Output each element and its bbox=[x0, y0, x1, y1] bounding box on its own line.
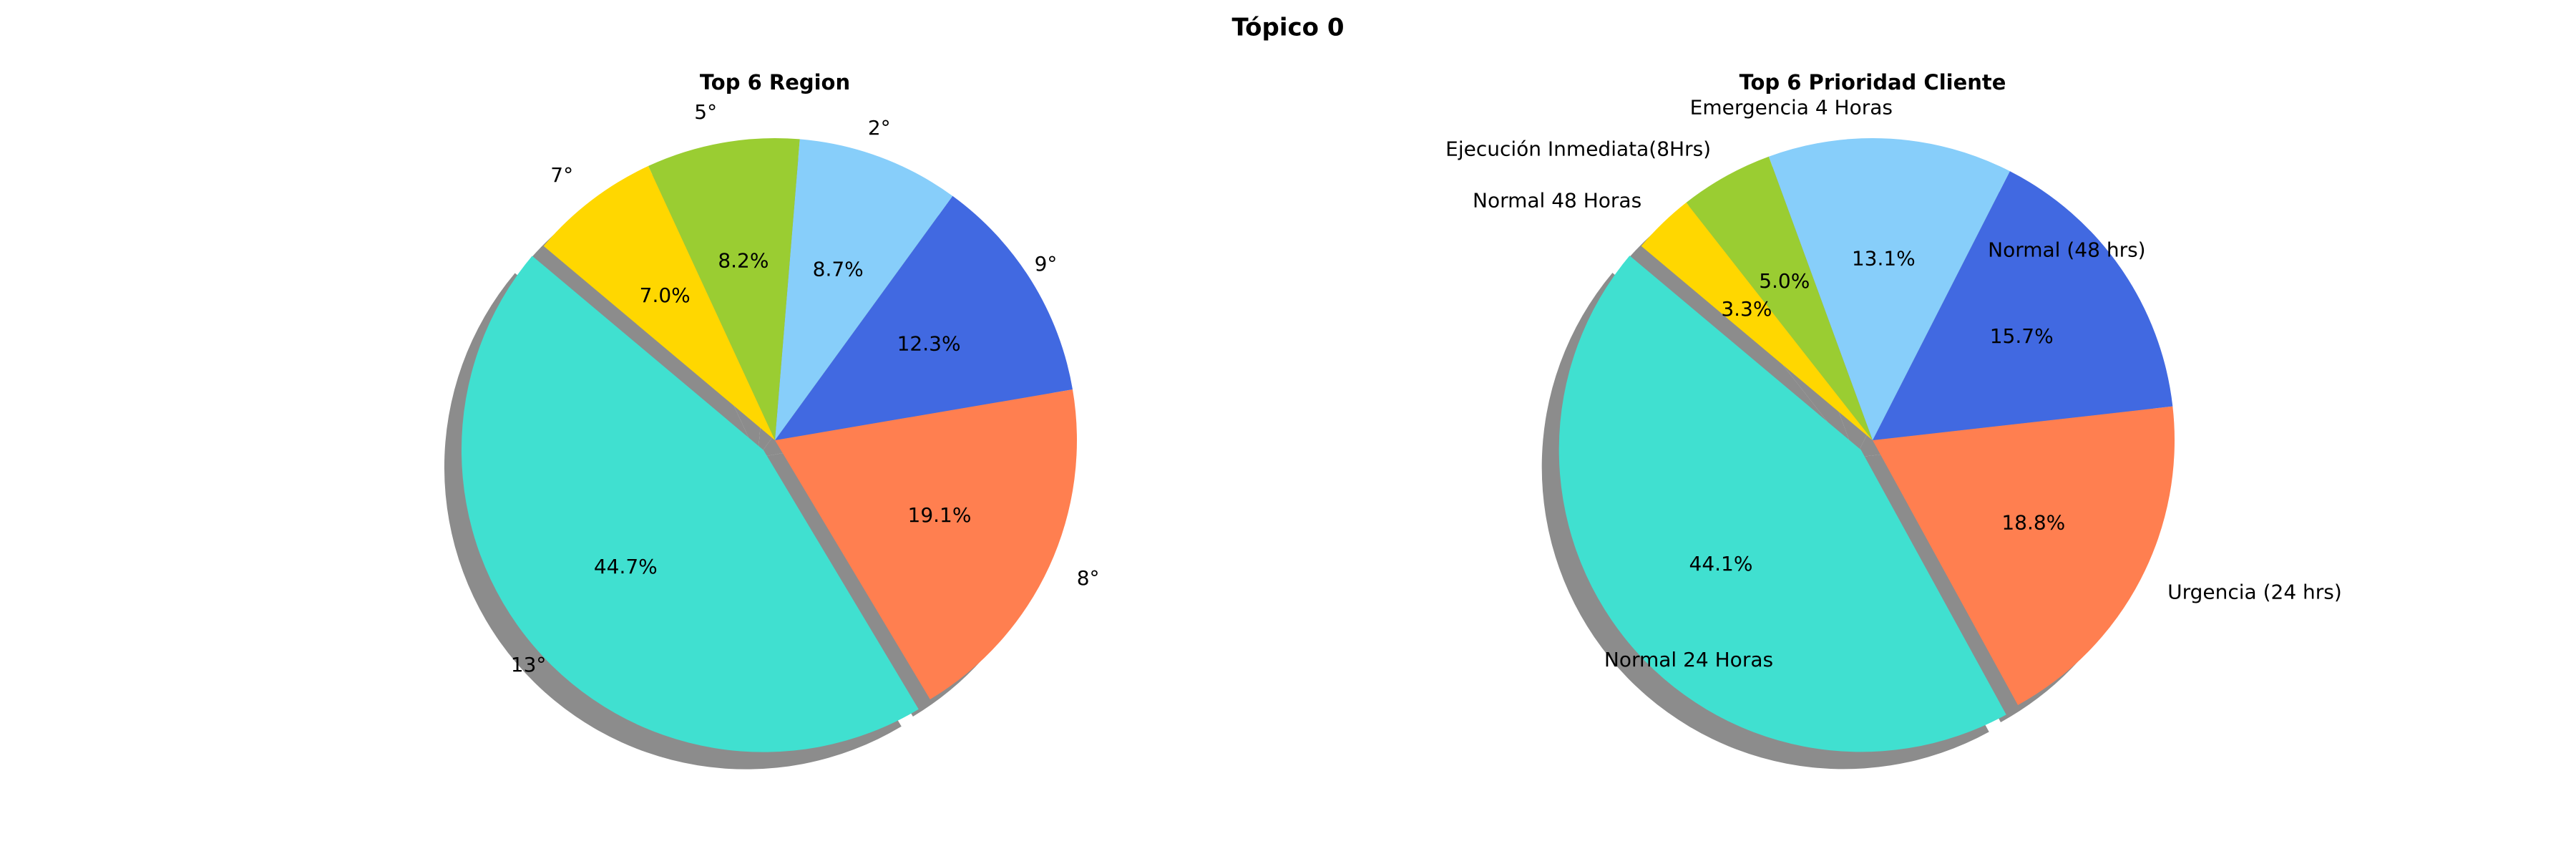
slice-label-5: 5° bbox=[694, 100, 717, 124]
pie-slice-9 bbox=[775, 195, 1073, 440]
slice-label-normal-48-hrs: Normal (48 hrs) bbox=[1988, 238, 2145, 262]
slice-label-normal-24-horas: Normal 24 Horas bbox=[1604, 648, 1773, 671]
pie-slice-urgencia-24-hrs bbox=[1873, 406, 2175, 705]
pie-slice-13 bbox=[461, 256, 919, 752]
slice-percent-5: 8.2% bbox=[718, 249, 769, 273]
slice-label-13: 13° bbox=[511, 653, 547, 676]
slice-percent-ejecucion-inmediata-8hrs: 5.0% bbox=[1759, 269, 1810, 293]
slice-percent-normal-24-horas: 44.1% bbox=[1689, 552, 1753, 576]
pie-slice-normal-24-horas bbox=[1558, 256, 2006, 752]
slice-percent-emergencia-4-horas: 13.1% bbox=[1852, 246, 1916, 270]
chart-title-region: Top 6 Region bbox=[700, 70, 850, 94]
pie-slice-5 bbox=[648, 137, 800, 440]
slice-percent-urgencia-24-hrs: 18.8% bbox=[2001, 511, 2065, 535]
slice-label-7: 7° bbox=[550, 163, 573, 187]
pie-slice-normal-48-hrs bbox=[1873, 171, 2173, 440]
slice-label-2: 2° bbox=[868, 116, 891, 140]
pie-chart-prioridad-cliente: Top 6 Prioridad Cliente Normal 24 Horas 4… bbox=[1445, 70, 2342, 770]
slice-label-normal-48-horas: Normal 48 Horas bbox=[1473, 188, 1641, 212]
slice-percent-7: 7.0% bbox=[640, 283, 691, 307]
slice-percent-13: 44.7% bbox=[594, 555, 658, 578]
pie-slice-7 bbox=[543, 165, 775, 441]
pie-chart-region: Top 6 Region 13° 44.7% 8° 19.1% 9° 12.3% 2° 8.7… bbox=[444, 70, 1100, 770]
slice-label-urgencia-24-hrs: Urgencia (24 hrs) bbox=[2167, 581, 2342, 604]
slice-percent-9: 12.3% bbox=[897, 332, 961, 356]
slice-label-9: 9° bbox=[1035, 252, 1058, 276]
slice-percent-2: 8.7% bbox=[813, 258, 864, 281]
pie-slice-8 bbox=[775, 389, 1077, 700]
pie-slice-2 bbox=[775, 139, 953, 440]
figure-title: Tópico 0 bbox=[1231, 14, 1344, 42]
slice-percent-normal-48-hrs: 15.7% bbox=[1990, 324, 2054, 348]
slice-label-ejecucion-inmediata-8hrs: Ejecución Inmediata(8Hrs) bbox=[1445, 137, 1711, 161]
slice-percent-normal-48-horas: 3.3% bbox=[1721, 297, 1772, 321]
slice-label-8: 8° bbox=[1077, 566, 1100, 590]
chart-title-prioridad-cliente: Top 6 Prioridad Cliente bbox=[1740, 70, 2006, 94]
pie-slice-ejecucion-inmediata-8hrs bbox=[1686, 156, 1873, 440]
pie-slice-normal-48-horas bbox=[1641, 203, 1873, 440]
slice-percent-8: 19.1% bbox=[908, 503, 972, 527]
pie-slice-emergencia-4-horas bbox=[1768, 137, 2010, 440]
slice-label-emergencia-4-horas: Emergencia 4 Horas bbox=[1690, 96, 1893, 120]
